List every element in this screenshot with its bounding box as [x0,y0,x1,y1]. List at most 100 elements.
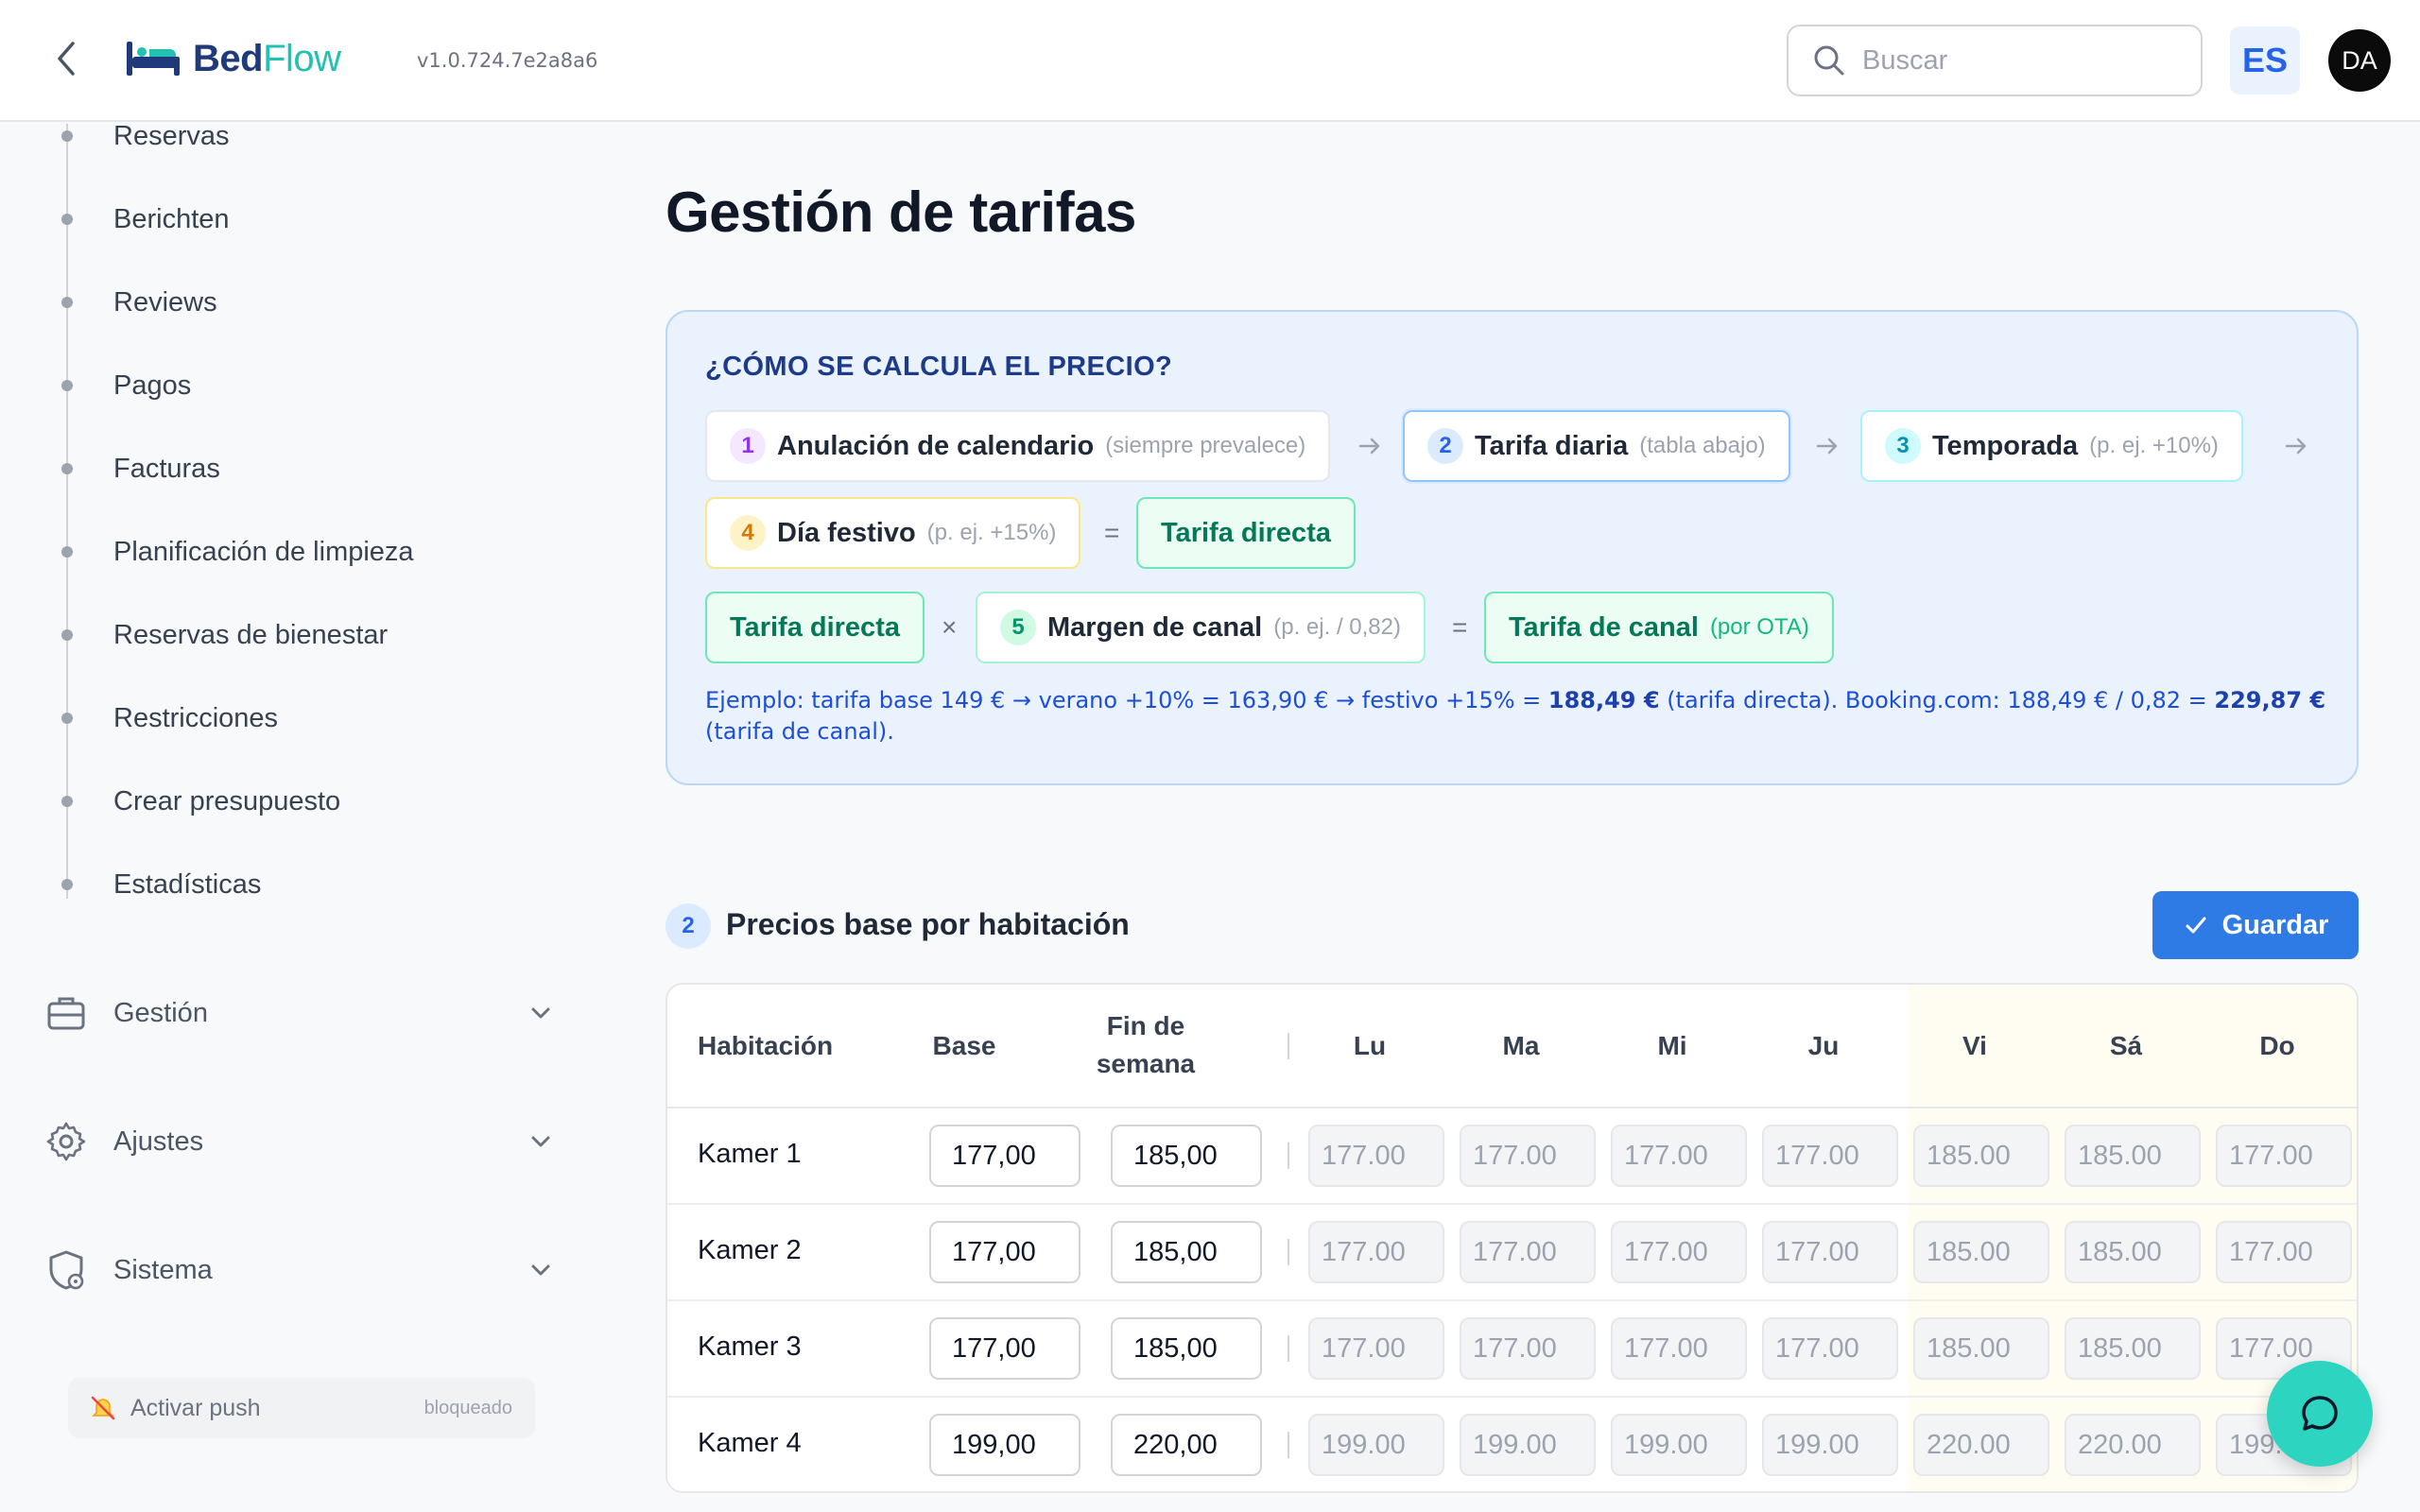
chevron-left-icon [58,42,75,76]
bell-off-icon [91,1396,115,1420]
row-divider [667,1299,2357,1301]
step-label: Margen de canal [1047,611,1263,643]
equals-sign: = [1104,518,1120,547]
push-label: Activar push [130,1394,261,1421]
channel-rate-hint: (por OTA) [1709,614,1809,640]
check-icon [2186,917,2206,934]
sidebar-item-reservas[interactable]: Reservas [113,120,230,151]
day-price-field[interactable]: 220.00 [2065,1414,2201,1476]
weekend-price-input[interactable]: 185,00 [1111,1125,1262,1187]
col-header-day: Do [2259,1031,2295,1060]
bed-icon [127,42,180,76]
sidebar-group-label: Gestión [113,997,208,1028]
sidebar-group-sistema[interactable]: Sistema [45,1240,556,1300]
sidebar-item-facturas[interactable]: Facturas [113,453,220,484]
top-bar: BedFlow v1.0.724.7e2a8a6 ES DA [0,0,2420,122]
sidebar-item-berichten[interactable]: Berichten [113,203,230,234]
sidebar: Reservas Berichten Reviews Pagos Factura… [0,121,605,1512]
col-header-room: Habitación [698,1031,834,1060]
day-price-field[interactable]: 185.00 [2065,1221,2201,1283]
room-name: Kamer 2 [698,1235,802,1265]
step-number: 1 [730,428,766,464]
day-price-field[interactable]: 177.00 [1460,1221,1596,1283]
back-button[interactable] [45,38,87,79]
user-avatar[interactable]: DA [2328,29,2391,92]
day-price-field[interactable]: 177.00 [1611,1317,1747,1380]
day-price-field[interactable]: 220.00 [1913,1414,2049,1476]
weekend-price-input[interactable]: 185,00 [1111,1317,1262,1380]
day-price-field[interactable]: 185.00 [2065,1125,2201,1187]
search-input[interactable] [1862,44,2165,77]
col-header-day: Ma [1502,1031,1540,1060]
day-price-field[interactable]: 177.00 [1762,1125,1898,1187]
day-price-field[interactable]: 185.00 [2065,1317,2201,1380]
day-price-field[interactable]: 177.00 [1308,1317,1444,1380]
arrow-right-icon [1358,438,1380,455]
day-price-field[interactable]: 177.00 [1611,1125,1747,1187]
day-price-field[interactable]: 177.00 [1308,1125,1444,1187]
nav-dot [61,130,73,142]
room-name: Kamer 3 [698,1332,802,1362]
push-notification-toggle[interactable]: Activar push bloqueado [68,1378,535,1438]
base-price-input[interactable]: 199,00 [929,1414,1080,1476]
arrow-right-icon [1816,438,1838,455]
sidebar-item-bienestar[interactable]: Reservas de bienestar [113,619,389,650]
sidebar-item-reviews[interactable]: Reviews [113,286,217,318]
col-header-day: Vi [1962,1031,1987,1060]
col-header-base: Base [932,1031,996,1060]
example-text: Ejemplo: tarifa base 149 € → verano +10%… [705,685,2331,747]
sidebar-item-presupuesto[interactable]: Crear presupuesto [113,785,341,816]
step-label: Día festivo [777,517,916,548]
language-button[interactable]: ES [2230,26,2300,94]
day-price-field[interactable]: 185.00 [1913,1317,2049,1380]
day-price-field[interactable]: 177.00 [1611,1221,1747,1283]
step-label: Tarifa diaria [1475,430,1629,461]
nav-dot [61,629,73,641]
direct-rate-chip: Tarifa directa [705,592,925,663]
chat-button[interactable] [2267,1361,2373,1467]
step-holiday: 4 Día festivo (p. ej. +15%) [705,497,1081,569]
chevron-down-icon [531,1007,550,1019]
day-price-field[interactable]: 185.00 [1913,1125,2049,1187]
day-price-field[interactable]: 185.00 [1913,1221,2049,1283]
day-price-field[interactable]: 177.00 [1762,1317,1898,1380]
chat-bubble-icon [2302,1396,2338,1431]
sidebar-group-ajustes[interactable]: Ajustes [45,1111,556,1172]
day-price-field[interactable]: 199.00 [1460,1414,1596,1476]
day-price-field[interactable]: 177.00 [2216,1221,2352,1283]
save-button[interactable]: Guardar [2152,891,2359,959]
day-price-field[interactable]: 177.00 [1762,1221,1898,1283]
equals-sign: = [1452,612,1468,642]
nav-dot [61,713,73,724]
base-price-input[interactable]: 177,00 [929,1125,1080,1187]
column-divider [1288,1335,1289,1362]
day-price-field[interactable]: 177.00 [1460,1125,1596,1187]
sidebar-item-limpieza[interactable]: Planificación de limpieza [113,536,414,567]
day-price-field[interactable]: 177.00 [1308,1221,1444,1283]
sidebar-item-pagos[interactable]: Pagos [113,369,192,401]
sidebar-item-restricciones[interactable]: Restricciones [113,702,279,733]
weekend-price-input[interactable]: 185,00 [1111,1221,1262,1283]
column-divider [1288,1239,1289,1265]
day-price-field[interactable]: 199.00 [1762,1414,1898,1476]
direct-rate-label: Tarifa directa [730,611,900,643]
sidebar-group-gestion[interactable]: Gestión [45,983,556,1043]
day-price-field[interactable]: 177.00 [2216,1125,2352,1187]
info-title: ¿CÓMO SE CALCULA EL PRECIO? [705,352,1173,382]
weekend-price-input[interactable]: 220,00 [1111,1414,1262,1476]
logo-text-bed: Bed [193,37,264,79]
column-divider [1288,1432,1289,1458]
search-box[interactable] [1787,25,2203,96]
day-price-field[interactable]: 199.00 [1308,1414,1444,1476]
day-price-field[interactable]: 199.00 [1611,1414,1747,1476]
header-divider [667,1107,2357,1108]
step-hint: (siempre prevalece) [1105,433,1306,458]
base-price-input[interactable]: 177,00 [929,1221,1080,1283]
day-price-field[interactable]: 177.00 [1460,1317,1596,1380]
sidebar-item-estadisticas[interactable]: Estadísticas [113,868,262,900]
direct-rate-result: Tarifa directa [1136,497,1356,569]
base-price-input[interactable]: 177,00 [929,1317,1080,1380]
section-title: Precios base por habitación [726,907,1130,941]
app-logo[interactable]: BedFlow [125,28,341,89]
nav-dot [61,879,73,890]
